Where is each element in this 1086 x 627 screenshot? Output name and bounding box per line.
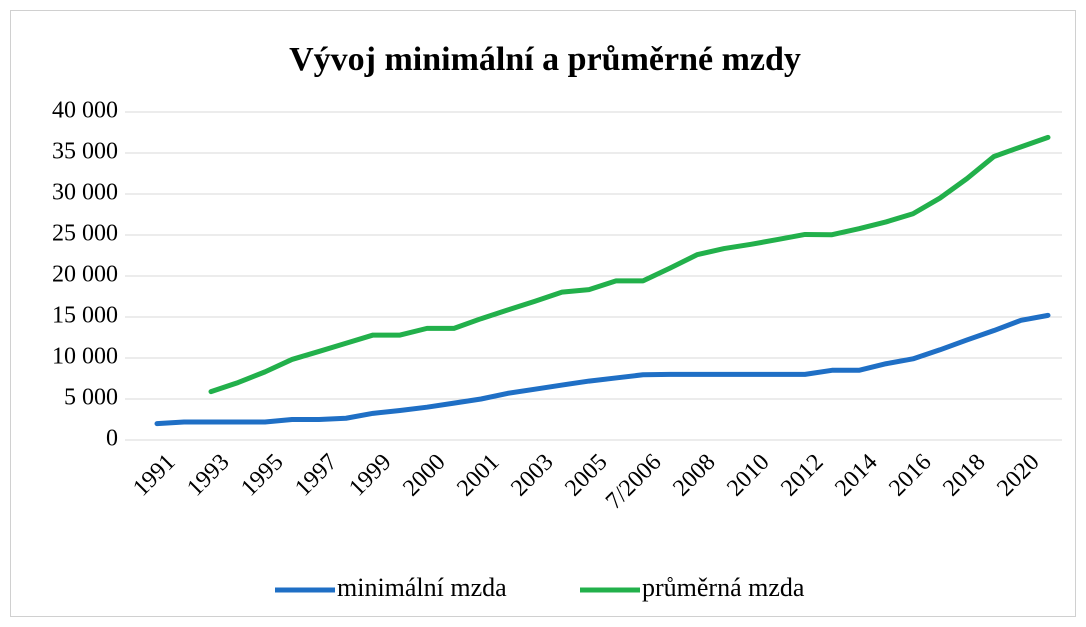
y-tick-label: 25 000 [52,221,118,247]
y-tick-label: 40 000 [52,98,118,124]
series-line [208,134,1051,395]
y-tick-label: 5 000 [64,385,118,411]
chart-border [10,10,1076,617]
legend-label: průměrná mzda [642,573,805,602]
y-tick-label: 20 000 [52,262,118,288]
series-line [154,312,1051,427]
y-tick-label: 30 000 [52,180,118,206]
y-tick-label: 15 000 [52,303,118,329]
y-tick-label: 35 000 [52,139,118,165]
y-tick-label: 0 [106,426,118,452]
legend-label: minimální mzda [337,573,507,602]
y-tick-label: 10 000 [52,344,118,370]
chart-title: Vývoj minimální a průměrné mzdy [289,41,801,78]
